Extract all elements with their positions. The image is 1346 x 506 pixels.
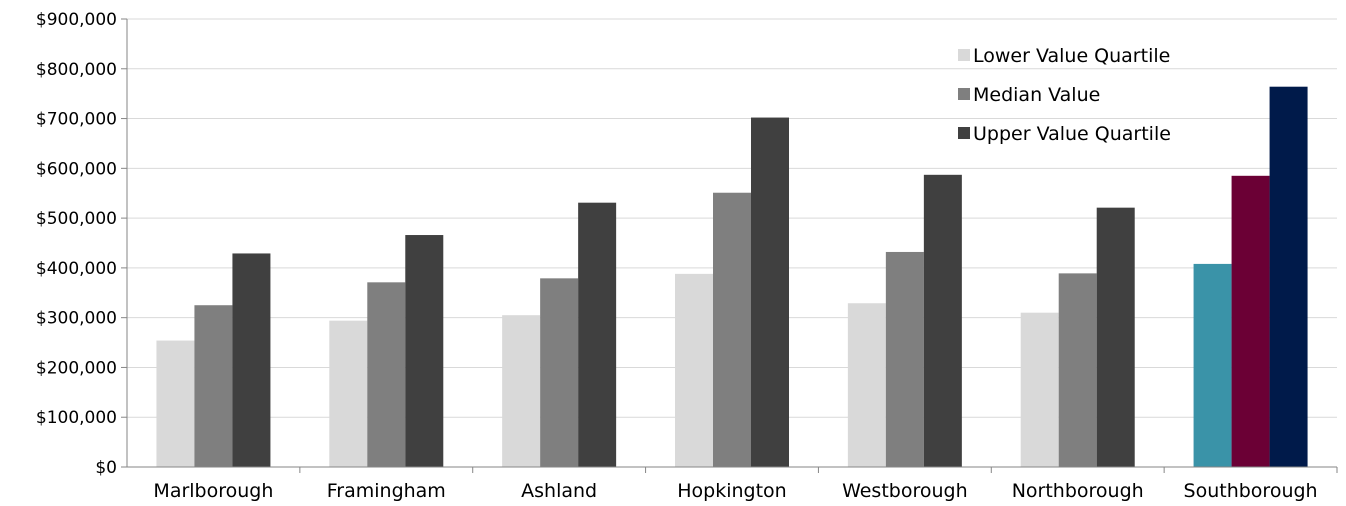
bar-hopkington-lower-value-quartile [675, 273, 713, 467]
y-tick-label: $200,000 [36, 358, 117, 378]
bar-marlborough-median-value [194, 305, 233, 467]
y-tick-label: $100,000 [36, 408, 117, 428]
x-category-label: Hopkington [677, 480, 786, 502]
bar-framingham-upper-value-quartile [405, 235, 444, 467]
bar-southborough-upper-value-quartile [1269, 86, 1308, 467]
x-category-label: Southborough [1184, 480, 1318, 502]
legend: Lower Value Quartile Median Value Upper Va… [958, 45, 1171, 145]
bar-ashland-lower-value-quartile [502, 315, 541, 467]
x-category-label: Ashland [521, 480, 597, 502]
bar-hopkington-median-value [713, 192, 751, 468]
y-axis-tick-labels: $0 $100,000 $200,000 $300,000 $400,000 $500,0… [36, 10, 117, 478]
bar-marlborough-lower-value-quartile [156, 340, 195, 467]
y-tick-label: $600,000 [36, 159, 117, 179]
legend-label: Lower Value Quartile [973, 45, 1170, 67]
y-tick-label: $500,000 [36, 209, 117, 229]
axes [121, 18, 1338, 473]
y-tick-label: $900,000 [36, 10, 117, 30]
legend-swatch [958, 127, 970, 139]
bar-southborough-median-value [1231, 175, 1270, 468]
y-tick-label: $300,000 [36, 309, 117, 329]
bar-framingham-median-value [367, 282, 406, 467]
bar-hopkington-upper-value-quartile [751, 117, 789, 467]
y-tick-label: $800,000 [36, 60, 117, 80]
x-category-label: Framingham [327, 480, 446, 502]
x-axis-category-labels: Marlborough Framingham Ashland Hopkington We… [153, 480, 1317, 502]
y-tick-label: $700,000 [36, 110, 117, 130]
bar-southborough-lower-value-quartile [1193, 263, 1232, 467]
bar-ashland-median-value [540, 278, 579, 467]
bar-marlborough-upper-value-quartile [232, 253, 271, 467]
legend-label: Median Value [973, 84, 1100, 106]
bar-framingham-lower-value-quartile [329, 320, 368, 467]
bar-ashland-upper-value-quartile [578, 202, 617, 467]
bar-westborough-lower-value-quartile [847, 303, 886, 467]
bar-northborough-upper-value-quartile [1096, 207, 1135, 467]
legend-swatch [958, 49, 970, 61]
bars [156, 86, 1308, 468]
x-category-label: Northborough [1012, 480, 1144, 502]
legend-swatch [958, 88, 970, 100]
bar-northborough-median-value [1058, 273, 1097, 467]
bar-westborough-upper-value-quartile [923, 174, 962, 467]
y-tick-label: $400,000 [36, 259, 117, 279]
bar-westborough-median-value [885, 251, 924, 467]
legend-label: Upper Value Quartile [973, 123, 1171, 145]
x-category-label: Westborough [842, 480, 968, 502]
bar-northborough-lower-value-quartile [1020, 312, 1059, 467]
x-category-label: Marlborough [153, 480, 273, 502]
y-tick-label: $0 [95, 458, 117, 478]
